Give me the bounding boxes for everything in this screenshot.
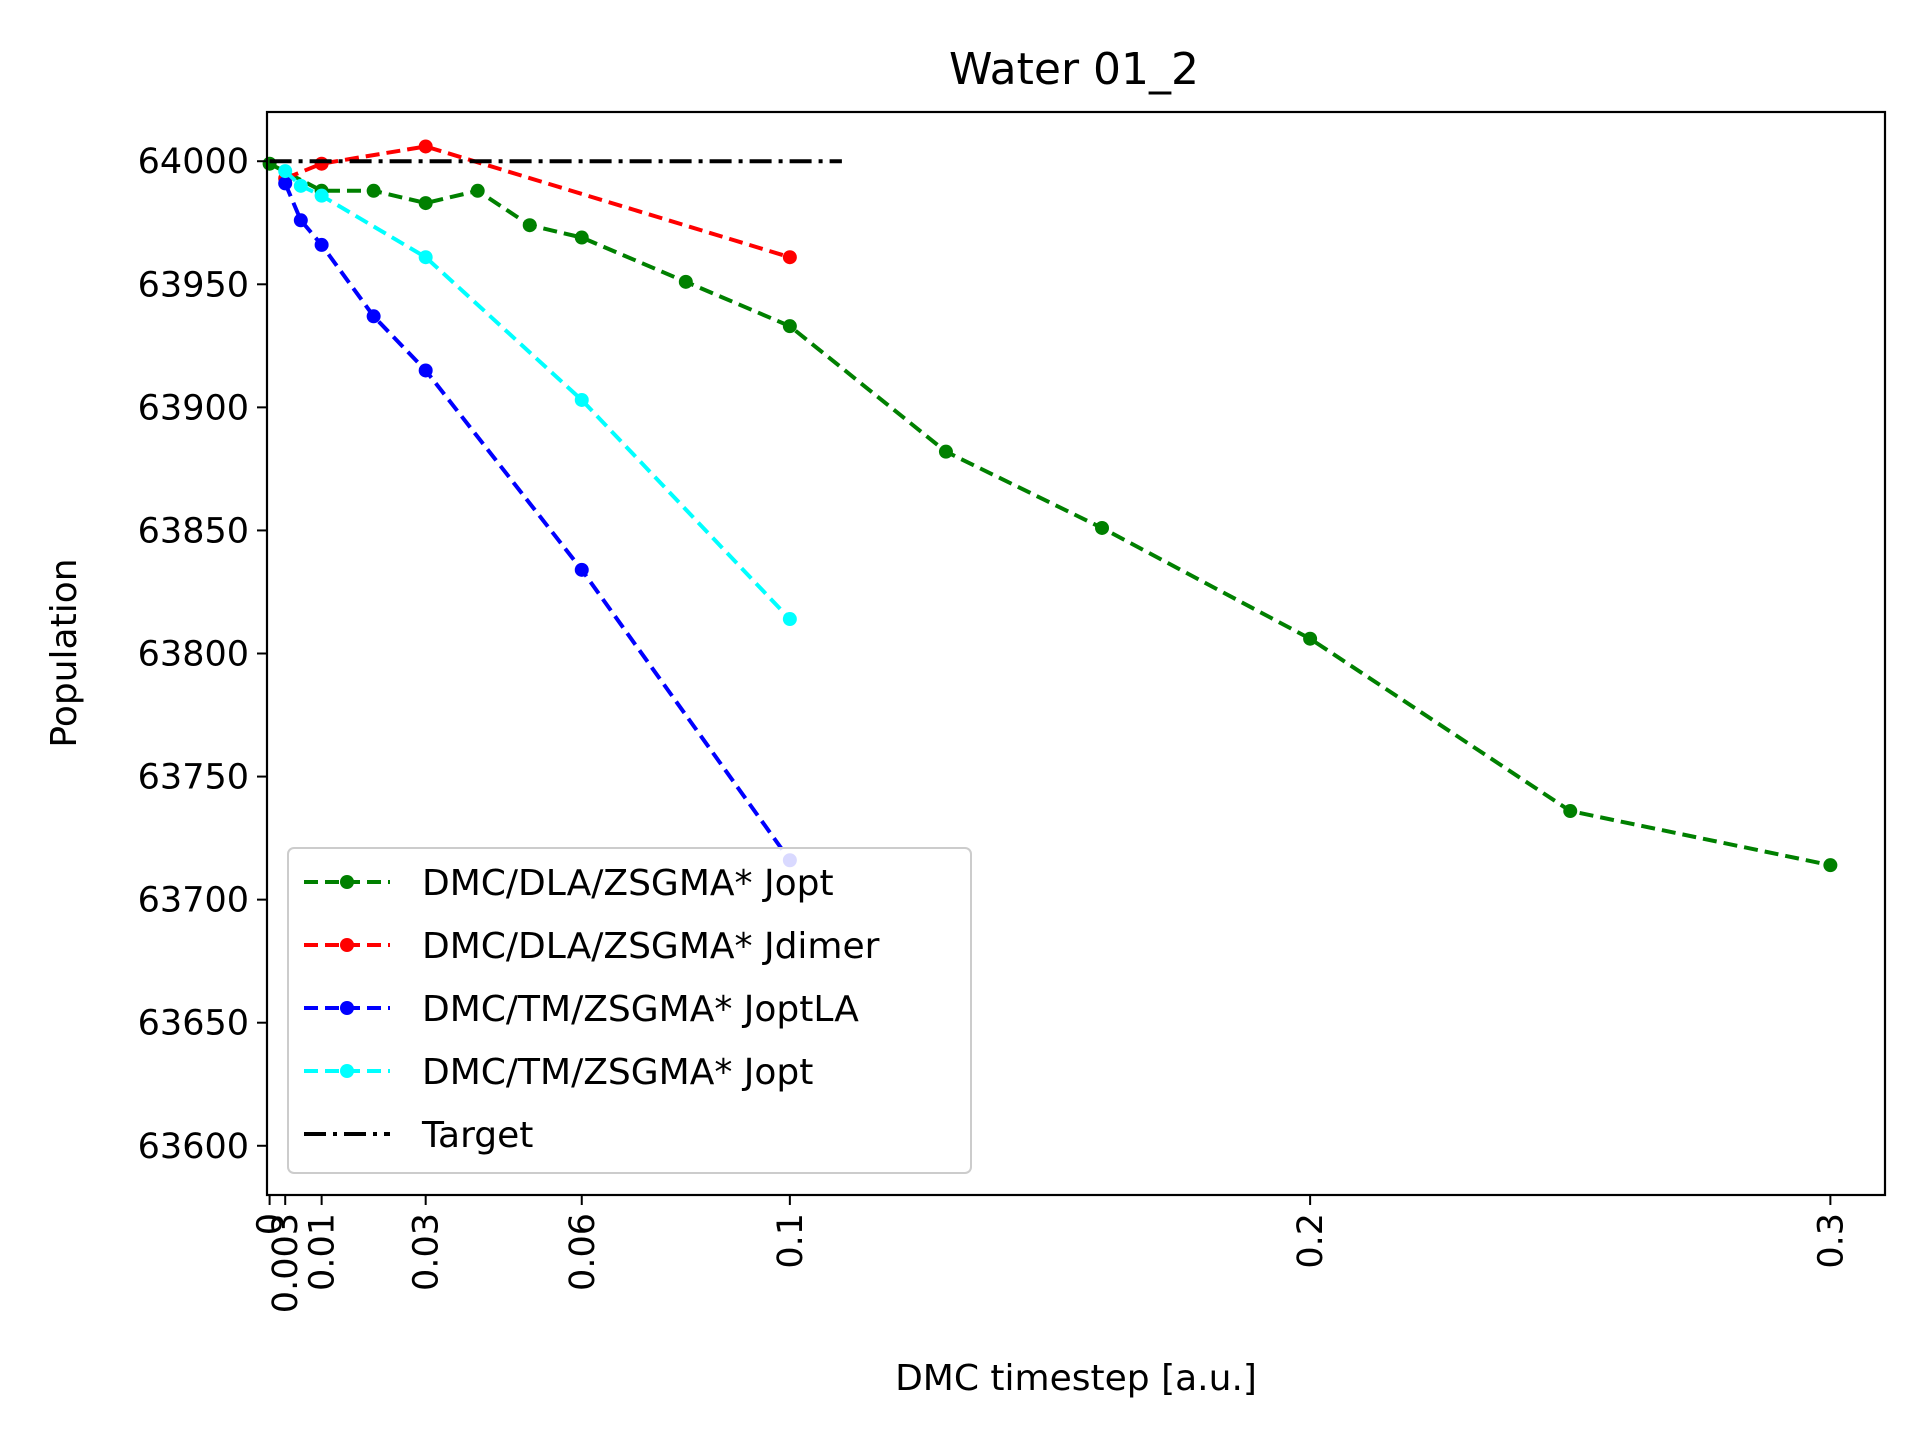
series-line-3 [283, 169, 792, 621]
legend-marker-0 [340, 875, 354, 889]
x-tick-label: 0.06 [563, 1213, 603, 1291]
y-tick-label: 63850 [138, 511, 249, 551]
chart-title: Water 01_2 [949, 44, 1199, 95]
series-point-0 [938, 444, 953, 459]
x-tick-label: 0.003 [266, 1213, 306, 1313]
series-point-0 [1303, 631, 1318, 646]
series-point-3 [278, 164, 293, 179]
series-point-2 [366, 309, 381, 324]
x-tick-label: 0.2 [1291, 1213, 1331, 1269]
legend-label-4: Target [421, 1115, 533, 1156]
series-point-3 [574, 392, 589, 407]
series-point-0 [1095, 520, 1110, 535]
series-point-0 [470, 183, 485, 198]
series-point-0 [262, 156, 277, 171]
series-point-3 [418, 250, 433, 265]
legend-label-0: DMC/DLA/ZSGMA* Jopt [422, 863, 834, 904]
series-point-1 [314, 156, 329, 171]
y-tick-label: 63700 [138, 881, 249, 921]
series-line-0 [268, 161, 1831, 868]
x-tick-label: 0.3 [1811, 1213, 1851, 1269]
series-line-1 [284, 144, 791, 260]
x-tick-label: 0.03 [407, 1213, 447, 1291]
x-axis-label: DMC timestep [a.u.] [895, 1358, 1257, 1399]
series-point-0 [366, 183, 381, 198]
series-point-0 [574, 230, 589, 245]
series-point-0 [522, 218, 537, 233]
series-point-3 [293, 178, 308, 193]
legend-marker-3 [340, 1064, 354, 1078]
series-line-2 [283, 182, 792, 862]
series-point-2 [574, 562, 589, 577]
series-point-0 [782, 319, 797, 334]
legend-label-3: DMC/TM/ZSGMA* Jopt [422, 1052, 813, 1093]
series-point-0 [1563, 804, 1578, 819]
legend: DMC/DLA/ZSGMA* Jopt DMC/DLA/ZSGMA* Jdimer… [287, 847, 972, 1174]
series-point-3 [782, 612, 797, 627]
series-point-0 [1823, 858, 1838, 873]
x-tick-label: 0 [251, 1213, 291, 1235]
plot-area [262, 139, 1838, 873]
series-point-2 [278, 176, 293, 191]
series-point-1 [418, 139, 433, 154]
legend-label-2: DMC/TM/ZSGMA* JoptLA [422, 989, 859, 1030]
series-point-3 [314, 188, 329, 203]
y-tick-label: 63800 [138, 635, 249, 675]
y-tick-label: 63600 [138, 1127, 249, 1167]
y-axis: 64000 63950 63900 63850 63800 63750 63700 63650… [138, 142, 267, 1167]
y-tick-label: 63750 [138, 758, 249, 798]
series-point-0 [418, 196, 433, 211]
plot-frame [265, 110, 1887, 1197]
series-point-1 [782, 250, 797, 265]
y-tick-label: 63950 [138, 265, 249, 305]
legend-marker-1 [340, 938, 354, 952]
series-point-2 [293, 213, 308, 228]
series-point-2 [418, 363, 433, 378]
y-axis-label: Population [44, 558, 85, 747]
y-tick-label: 63900 [138, 388, 249, 428]
series-point-0 [678, 274, 693, 289]
x-tick-label: 0.1 [771, 1213, 811, 1269]
legend-marker-2 [340, 1001, 354, 1015]
y-tick-label: 63650 [138, 1004, 249, 1044]
x-tick-label: 0.01 [303, 1213, 343, 1291]
series-point-2 [314, 237, 329, 252]
legend-box [287, 847, 972, 1174]
y-tick-label: 64000 [138, 142, 249, 182]
legend-label-1: DMC/DLA/ZSGMA* Jdimer [422, 926, 880, 967]
